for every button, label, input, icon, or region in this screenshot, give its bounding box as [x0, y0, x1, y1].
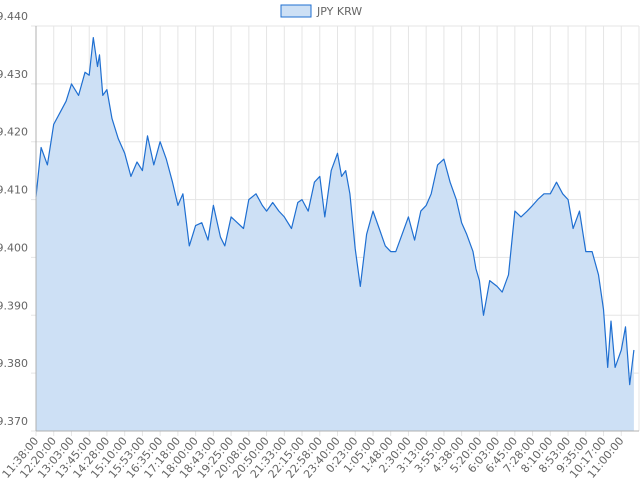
series-area-fill — [36, 37, 634, 431]
y-tick-label: 9.390 — [0, 299, 28, 312]
y-tick-label: 9.440 — [0, 10, 28, 23]
plot-area — [35, 37, 635, 431]
y-tick-label: 9.420 — [0, 126, 28, 139]
y-tick-label: 9.400 — [0, 241, 28, 254]
legend[interactable]: JPY KRW — [280, 4, 362, 18]
legend-label: JPY KRW — [316, 5, 362, 18]
legend-swatch[interactable] — [280, 4, 312, 18]
y-tick-label: 9.370 — [0, 415, 28, 428]
y-tick-label: 9.410 — [0, 184, 28, 197]
x-axis: 11:38:0012:20:0013:03:0013:45:0014:28:00… — [0, 430, 639, 481]
y-tick-label: 9.430 — [0, 68, 28, 81]
y-axis: 9.370 9.380 9.390 9.400 9.410 9.420 9.430 9.440 — [0, 10, 37, 431]
y-tick-label: 9.380 — [0, 357, 28, 370]
series-line — [35, 37, 635, 386]
